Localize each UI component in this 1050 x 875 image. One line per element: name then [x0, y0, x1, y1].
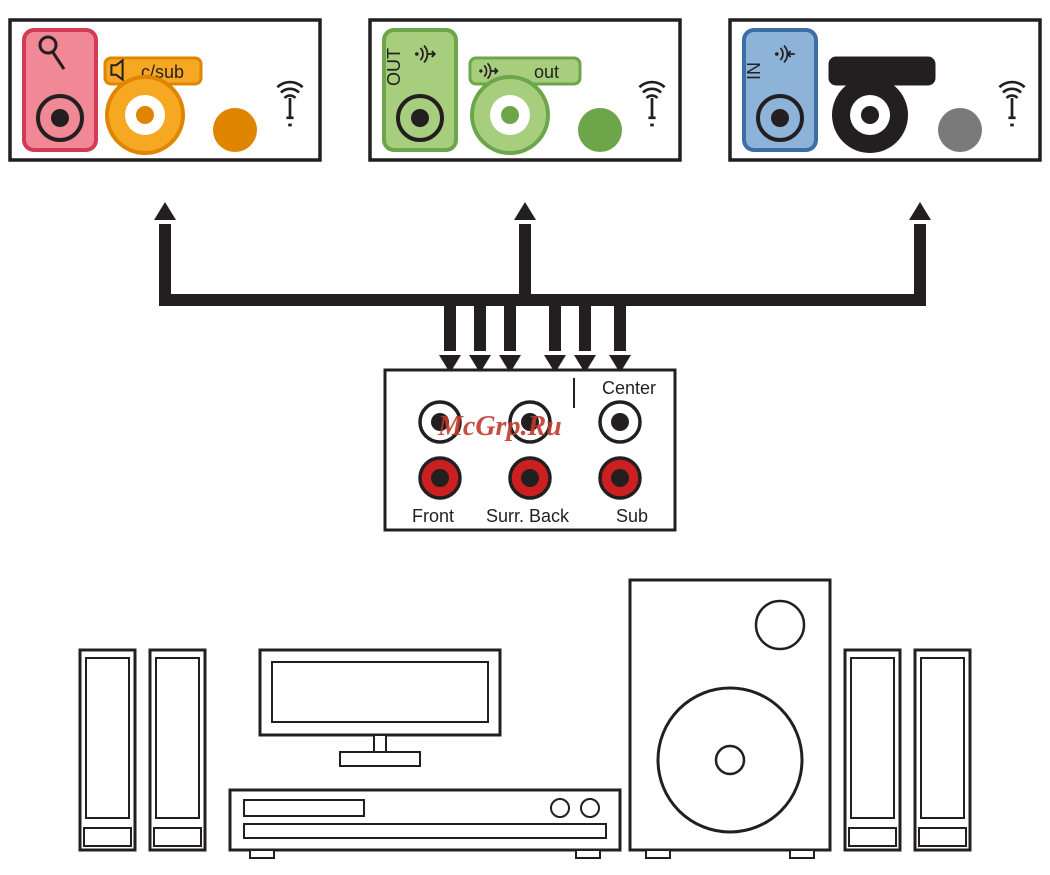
label-in-vertical: IN — [744, 62, 764, 80]
satellite-speaker — [80, 650, 135, 850]
panel-rear: INrear — [744, 30, 1025, 153]
label-center: Center — [602, 378, 656, 398]
watermark-text: McGrp.Ru — [437, 411, 562, 442]
label-out-vertical: OUT — [384, 48, 404, 86]
panel-line-out: OUT out — [384, 30, 665, 153]
connection-diagram: c/sub OUT out INrear Center Front Surr. Back S… — [0, 0, 1050, 875]
satellite-speaker — [915, 650, 970, 850]
satellite-speaker — [845, 650, 900, 850]
satellite-speaker — [150, 650, 205, 850]
signal-arrows — [154, 202, 931, 373]
label-front: Front — [412, 506, 454, 526]
label-out: out — [534, 62, 559, 82]
subwoofer — [630, 580, 830, 858]
rca-input-panel: Center Front Surr. Back Sub — [385, 370, 675, 530]
label-surr-back: Surr. Back — [486, 506, 570, 526]
label-sub: Sub — [616, 506, 648, 526]
home-theater-set — [80, 580, 970, 858]
panel-mic-csub: c/sub — [24, 30, 303, 153]
center-speaker — [260, 650, 500, 766]
av-receiver — [230, 790, 620, 858]
